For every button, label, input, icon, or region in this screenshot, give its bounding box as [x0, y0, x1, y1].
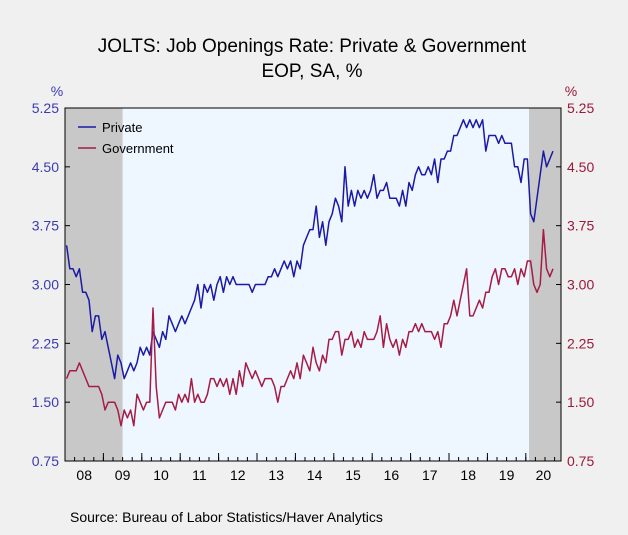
legend-label-private: Private [102, 120, 142, 135]
x-tick-label: 20 [536, 467, 552, 483]
x-tick-label: 09 [115, 467, 131, 483]
series-lines [65, 119, 554, 427]
recession-shading [65, 108, 561, 461]
x-tick-label: 17 [422, 467, 438, 483]
x-tick-label: 08 [76, 467, 92, 483]
y-tick-label-left: 2.25 [32, 335, 59, 351]
y-tick-label-left: 1.50 [32, 394, 59, 410]
x-tick-label: 15 [345, 467, 361, 483]
y-tick-label-right: 2.25 [567, 335, 594, 351]
y-tick-label-right: 4.50 [567, 159, 594, 175]
y-tick-label-right: 5.25 [567, 100, 594, 116]
series-line-government [65, 228, 554, 427]
y-tick-label-left: 4.50 [32, 159, 59, 175]
chart-subtitle: EOP, SA, % [261, 61, 362, 82]
axes: 0.75 0.75 1.50 1.50 2.25 2.25 3.00 3.00 3.75 3.75… [32, 83, 595, 483]
plot-background [65, 108, 561, 461]
y-tick-label-right: 0.75 [567, 453, 594, 469]
series-line-private [65, 119, 554, 380]
recession-band-1 [65, 108, 123, 461]
y-axis-unit-left: % [51, 83, 63, 99]
x-tick-label: 11 [192, 467, 207, 483]
y-tick-label-right: 1.50 [567, 394, 594, 410]
y-tick-label-left: 5.25 [32, 100, 59, 116]
x-tick-label: 12 [230, 467, 246, 483]
plot-area [65, 108, 561, 461]
y-tick-label-left: 3.75 [32, 218, 59, 234]
x-tick-label: 18 [460, 467, 476, 483]
y-tick-label-right: 3.00 [567, 277, 594, 293]
source-note: Source: Bureau of Labor Statistics/Haver… [70, 509, 383, 525]
legend-label-government: Government [102, 141, 174, 156]
x-tick-label: 16 [384, 467, 400, 483]
x-tick-label: 19 [499, 467, 515, 483]
y-tick-label-right: 3.75 [567, 218, 594, 234]
y-tick-label-left: 3.00 [32, 277, 59, 293]
chart-title: JOLTS: Job Openings Rate: Private & Gove… [98, 36, 527, 57]
y-tick-label-left: 0.75 [32, 453, 59, 469]
x-tick-label: 14 [307, 467, 323, 483]
x-tick-label: 10 [153, 467, 169, 483]
y-axis-unit-right: % [565, 83, 577, 99]
legend: Private Government [78, 120, 174, 156]
x-tick-label: 13 [268, 467, 284, 483]
